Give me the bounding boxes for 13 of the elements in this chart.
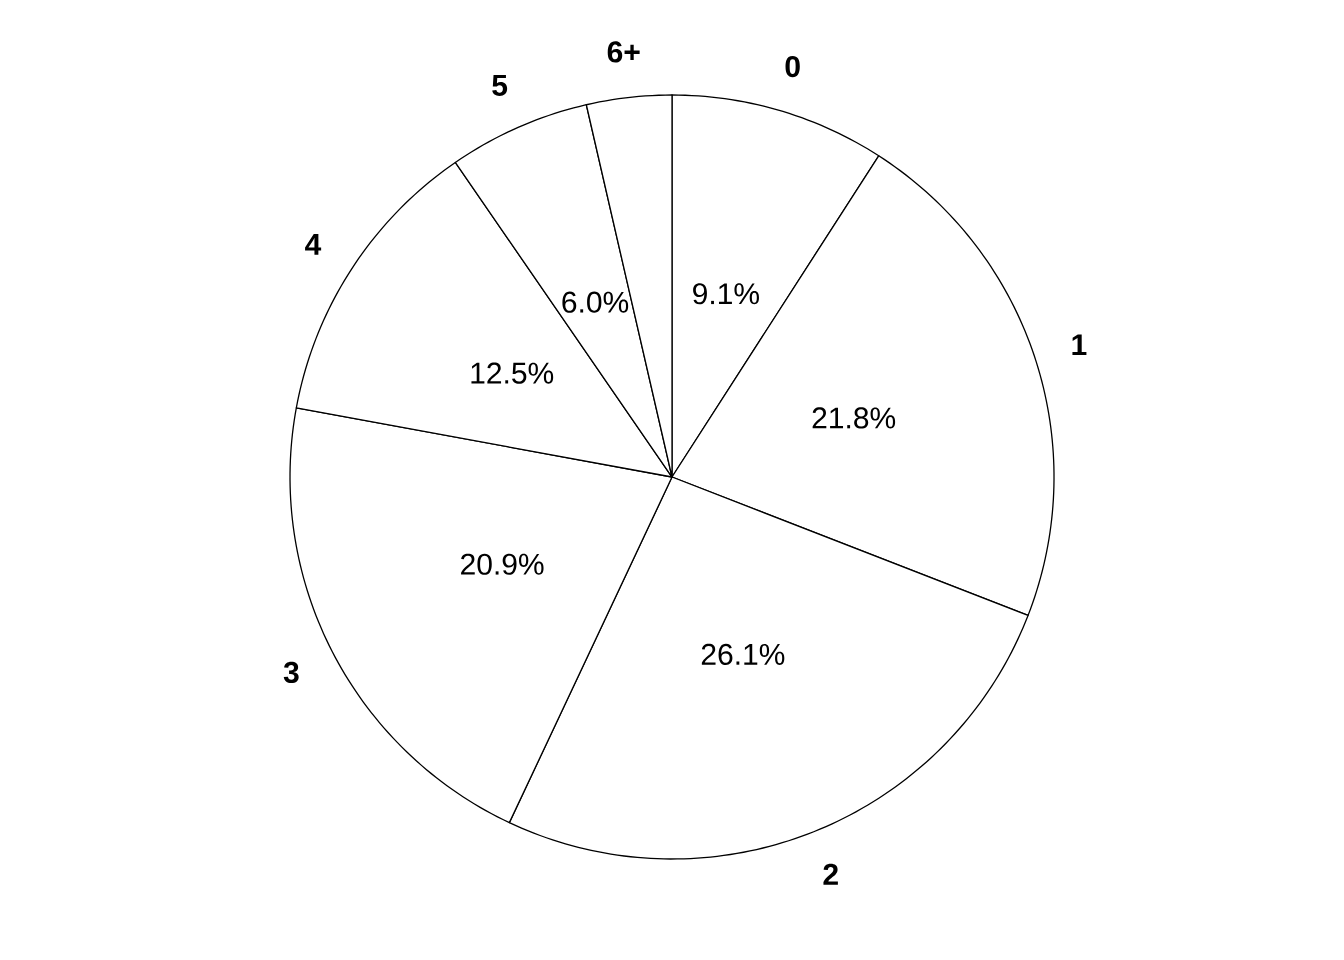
slice-label: 1 (1072, 334, 1087, 356)
slice-label: 4 (305, 234, 322, 255)
data-label: 26.1% (701, 643, 785, 665)
slice-label: 0 (785, 55, 800, 78)
slice-label: 5 (492, 74, 508, 96)
data-label: 6.0% (562, 291, 629, 313)
slice-label: 2 (823, 863, 838, 885)
slice-label: 3 (283, 661, 299, 684)
data-label: 9.1% (693, 283, 759, 305)
slice-label: 6+ (607, 41, 640, 63)
data-label: 12.5% (471, 362, 554, 384)
data-label: 21.8% (812, 407, 896, 429)
data-label: 20.9% (461, 553, 544, 575)
